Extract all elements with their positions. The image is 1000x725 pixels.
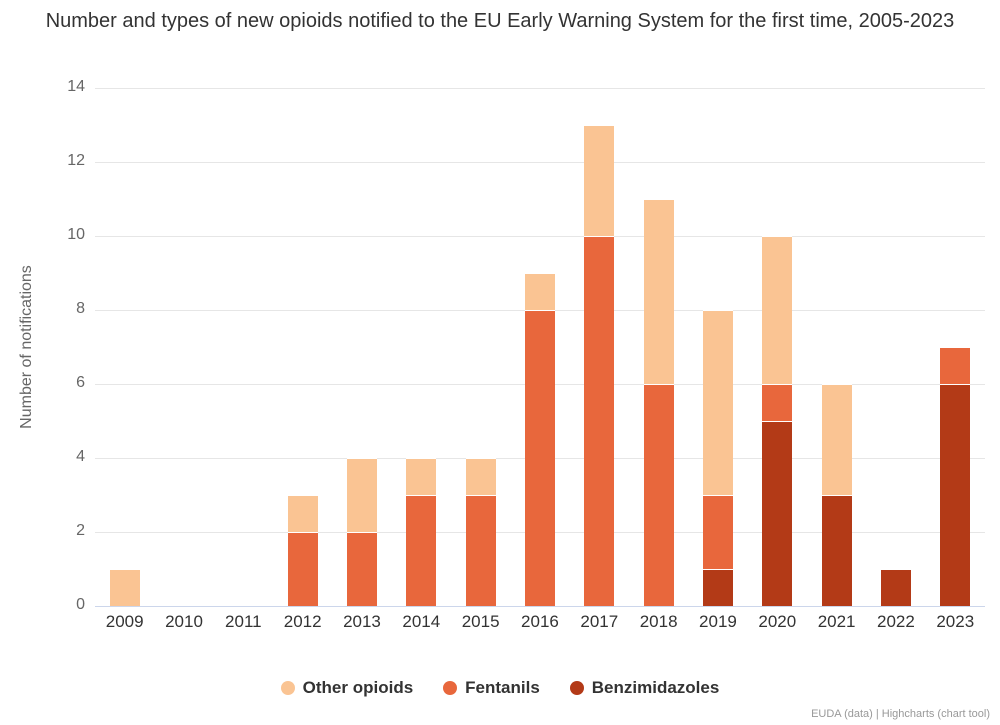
x-axis-label-2016: 2016 <box>521 612 559 631</box>
y-tick-label: 0 <box>76 596 85 613</box>
bar-segment-fentanils-2012[interactable] <box>287 532 318 606</box>
bar-stack-2019 <box>702 310 733 606</box>
bar-stack-2012 <box>287 495 318 606</box>
bar-column-2019 <box>688 88 747 606</box>
legend-marker-icon <box>569 681 584 695</box>
bar-column-2018 <box>629 88 688 606</box>
bar-segment-fentanils-2023[interactable] <box>940 347 971 384</box>
legend-item-benzimidazoles[interactable]: Benzimidazoles <box>569 678 720 698</box>
x-axis-label-2017: 2017 <box>580 612 619 631</box>
x-axis-label-2020: 2020 <box>758 612 797 631</box>
gridline <box>95 236 985 237</box>
x-axis-label-2023: 2023 <box>936 612 975 631</box>
x-axis-label-2014: 2014 <box>402 612 441 631</box>
bar-segment-other-opioids-2019[interactable] <box>702 310 733 495</box>
bar-columns <box>95 88 985 606</box>
legend-marker-icon <box>280 681 295 695</box>
bar-stack-2020 <box>762 236 793 606</box>
gridline <box>95 88 985 89</box>
bar-segment-other-opioids-2009[interactable] <box>109 569 140 606</box>
y-axis-title: Number of notifications <box>18 265 36 429</box>
bar-segment-other-opioids-2015[interactable] <box>465 458 496 495</box>
x-axis-label-2022: 2022 <box>877 612 915 631</box>
x-axis-label-2019: 2019 <box>699 612 737 631</box>
legend-label: Fentanils <box>465 678 540 697</box>
bar-segment-benzimidazoles-2019[interactable] <box>702 569 733 606</box>
x-axis-label-2013: 2013 <box>343 612 381 631</box>
bar-stack-2013 <box>346 458 377 606</box>
bar-segment-fentanils-2016[interactable] <box>524 310 555 606</box>
bar-segment-fentanils-2015[interactable] <box>465 495 496 606</box>
bar-segment-fentanils-2020[interactable] <box>762 384 793 421</box>
bar-segment-other-opioids-2013[interactable] <box>346 458 377 532</box>
x-axis-line <box>95 606 985 607</box>
bar-column-2017 <box>570 88 629 606</box>
x-axis-label-2015: 2015 <box>461 612 500 631</box>
x-axis-label-2009: 2009 <box>105 612 144 631</box>
bar-column-2023 <box>926 88 985 606</box>
chart-title: Number and types of new opioids notified… <box>45 10 955 32</box>
bar-column-2009 <box>95 88 154 606</box>
bar-stack-2014 <box>406 458 437 606</box>
bar-column-2020 <box>748 88 807 606</box>
y-tick-label: 12 <box>67 152 85 169</box>
bar-segment-other-opioids-2021[interactable] <box>821 384 852 495</box>
legend-item-fentanils[interactable]: Fentanils <box>443 678 540 698</box>
bar-stack-2023 <box>940 347 971 606</box>
y-tick-label: 6 <box>76 374 85 391</box>
y-tick-label: 14 <box>67 78 85 95</box>
legend-label: Benzimidazoles <box>591 678 720 697</box>
bar-column-2011 <box>214 88 273 606</box>
bar-column-2016 <box>510 88 569 606</box>
legend-item-other-opioids[interactable]: Other opioids <box>280 678 414 698</box>
bar-segment-fentanils-2013[interactable] <box>346 532 377 606</box>
bar-segment-other-opioids-2012[interactable] <box>287 495 318 532</box>
x-axis-label-2021: 2021 <box>817 612 856 631</box>
bar-segment-fentanils-2017[interactable] <box>584 236 615 606</box>
bar-column-2014 <box>392 88 451 606</box>
bar-column-2021 <box>807 88 866 606</box>
bar-stack-2015 <box>465 458 496 606</box>
gridline <box>95 162 985 163</box>
bar-column-2010 <box>154 88 213 606</box>
credits-link[interactable]: EUDA (data) | Highcharts (chart tool) <box>811 708 990 720</box>
x-axis-label-2018: 2018 <box>639 612 678 631</box>
bar-segment-other-opioids-2020[interactable] <box>762 236 793 384</box>
x-axis-label-2011: 2011 <box>225 612 262 631</box>
bar-segment-benzimidazoles-2023[interactable] <box>940 384 971 606</box>
legend-marker-icon <box>443 681 458 695</box>
bar-segment-other-opioids-2014[interactable] <box>406 458 437 495</box>
x-axis-labels: 2009 2010 2011 2012 2013 2014 2015 2016 2017 2018… <box>95 612 985 632</box>
bar-segment-other-opioids-2018[interactable] <box>643 199 674 384</box>
bar-stack-2018 <box>643 199 674 606</box>
bar-column-2022 <box>866 88 925 606</box>
bar-column-2013 <box>332 88 391 606</box>
bar-stack-2016 <box>524 273 555 606</box>
bar-segment-other-opioids-2017[interactable] <box>584 125 615 236</box>
bar-segment-fentanils-2019[interactable] <box>702 495 733 569</box>
bar-stack-2009 <box>109 569 140 606</box>
bar-segment-other-opioids-2016[interactable] <box>524 273 555 310</box>
bar-segment-fentanils-2018[interactable] <box>643 384 674 606</box>
bar-stack-2017 <box>584 125 615 606</box>
y-tick-label: 10 <box>67 226 85 243</box>
plot-area <box>95 88 985 607</box>
bar-segment-benzimidazoles-2021[interactable] <box>821 495 852 606</box>
bar-column-2012 <box>273 88 332 606</box>
y-tick-label: 4 <box>76 448 85 465</box>
x-axis-label-2012: 2012 <box>283 612 322 631</box>
bar-segment-benzimidazoles-2020[interactable] <box>762 421 793 606</box>
bar-stack-2022 <box>880 569 911 606</box>
bar-stack-2021 <box>821 384 852 606</box>
legend: Other opioids Fentanils Benzimidazoles <box>0 678 1000 698</box>
legend-label: Other opioids <box>302 678 414 697</box>
y-tick-label: 8 <box>76 300 85 317</box>
bar-segment-benzimidazoles-2022[interactable] <box>880 569 911 606</box>
bar-column-2015 <box>451 88 510 606</box>
y-tick-label: 2 <box>76 522 85 539</box>
bar-segment-fentanils-2014[interactable] <box>406 495 437 606</box>
x-axis-label-2010: 2010 <box>165 612 203 631</box>
